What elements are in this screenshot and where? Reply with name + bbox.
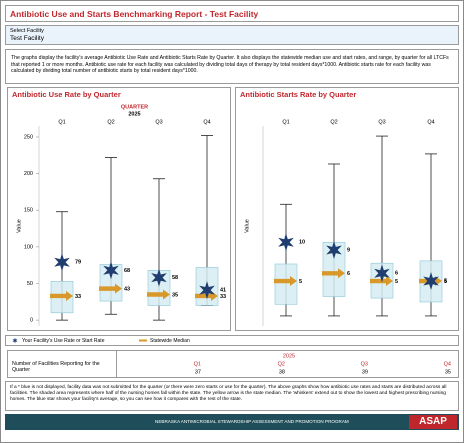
facility-star (199, 281, 215, 300)
table-year: 2025 (283, 353, 295, 359)
table-value: 39 (362, 369, 368, 375)
median-arrow (370, 276, 393, 287)
median-label: 33 (75, 294, 81, 300)
y-tick-label: 0 (30, 318, 33, 324)
legend-label: Your Facility's Use Rate or Start Rate (22, 338, 105, 344)
facility-star (151, 268, 167, 287)
table-value: 38 (279, 369, 285, 375)
median-arrow (322, 268, 345, 279)
median-arrow (50, 290, 73, 301)
x-tick-label: Q3 (155, 119, 162, 125)
legend-label: Statewide Median (150, 338, 190, 344)
footer-banner: NEBRASKA ANTIMICROBIAL STEWARDSHIP ASSES… (5, 414, 459, 430)
facility-star (326, 241, 342, 259)
median-arrow (147, 289, 170, 300)
chart-title: Antibiotic Starts Rate by Quarter (240, 90, 356, 99)
table-column: Q4 (444, 361, 451, 367)
table-column: Q2 (278, 361, 285, 367)
median-label: 43 (124, 287, 130, 293)
description: The graphs display the facility's averag… (5, 49, 459, 84)
y-tick-label: 100 (24, 244, 33, 250)
median-label: 35 (172, 292, 178, 298)
median-label: 6 (347, 271, 350, 277)
facility-label: 58 (172, 275, 178, 281)
filter-value[interactable]: Test Facility (10, 35, 44, 42)
chart-panel (235, 87, 459, 331)
y-tick-label: 150 (24, 208, 33, 214)
facility-star (54, 253, 70, 272)
legend-box (5, 335, 459, 346)
table-value: 37 (195, 369, 201, 375)
table-label: Number of Facilities Reporting for the Q… (7, 350, 117, 378)
facility-label: 68 (124, 268, 130, 274)
x-group-title: QUARTER (121, 104, 148, 110)
x-group: 2025 (128, 111, 140, 117)
chart-title: Antibiotic Use Rate by Quarter (12, 90, 121, 99)
y-axis-label: Value (244, 219, 250, 233)
footnote: If a * blue is not displayed, facility d… (5, 381, 459, 411)
x-tick-label: Q4 (427, 119, 434, 125)
facility-label: 10 (299, 240, 305, 246)
y-tick-label: 250 (24, 134, 33, 140)
legend-symbol (12, 337, 18, 344)
median-label: 5 (299, 279, 302, 285)
report-title: Antibiotic Use and Starts Benchmarking R… (5, 5, 459, 22)
facility-label: 5 (444, 278, 447, 284)
x-tick-label: Q2 (330, 119, 337, 125)
facility-star (278, 233, 294, 252)
facility-label: 6 (395, 271, 398, 277)
x-tick-label: Q1 (282, 119, 289, 125)
table-value: 35 (445, 369, 451, 375)
y-tick-label: 200 (24, 171, 33, 177)
x-tick-label: Q2 (107, 119, 114, 125)
median-arrow (99, 283, 122, 294)
legend-symbol (139, 339, 147, 342)
median-label: 33 (220, 294, 226, 300)
table-column: Q3 (361, 361, 368, 367)
table-column: Q1 (194, 361, 201, 367)
facility-label: 9 (347, 247, 350, 253)
logo: ASAP (409, 415, 457, 429)
y-tick-label: 50 (27, 281, 33, 287)
x-tick-label: Q1 (58, 119, 65, 125)
median-label: 5 (444, 279, 447, 285)
facility-filter[interactable]: Select Facility Test Facility (5, 25, 459, 45)
filter-label: Select Facility (10, 28, 44, 34)
facility-star (423, 272, 439, 290)
median-label: 5 (395, 279, 398, 285)
median-arrow (274, 276, 297, 287)
facility-star (374, 264, 390, 283)
facility-star (103, 261, 119, 280)
chart-panel (7, 87, 231, 331)
iqr-box (274, 263, 298, 305)
facility-label: 79 (75, 260, 81, 266)
x-tick-label: Q3 (378, 119, 385, 125)
facility-label: 41 (220, 288, 226, 294)
x-tick-label: Q4 (203, 119, 210, 125)
program-name: NEBRASKA ANTIMICROBIAL STEWARDSHIP ASSES… (155, 419, 349, 424)
y-axis-label: Value (16, 219, 22, 233)
